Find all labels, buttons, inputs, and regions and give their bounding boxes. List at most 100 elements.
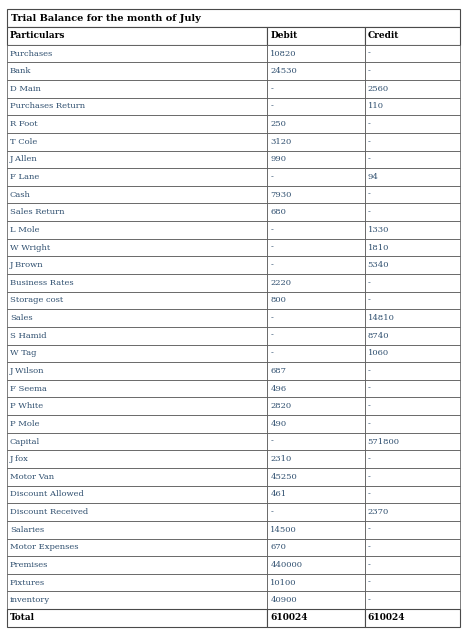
Text: Debit: Debit <box>270 32 297 41</box>
Bar <box>268 292 365 310</box>
Text: -: - <box>368 296 370 304</box>
Text: 10100: 10100 <box>270 579 297 587</box>
Text: 2560: 2560 <box>368 85 389 93</box>
Text: 610024: 610024 <box>270 613 308 622</box>
Text: -: - <box>368 561 370 569</box>
Text: Motor Expenses: Motor Expenses <box>10 543 78 551</box>
Bar <box>365 239 460 256</box>
Text: Discount Allowed: Discount Allowed <box>10 491 84 498</box>
Bar <box>365 274 460 292</box>
Bar <box>268 97 365 115</box>
Text: 14810: 14810 <box>368 314 395 322</box>
Bar <box>365 415 460 433</box>
Bar <box>365 221 460 239</box>
Bar <box>365 292 460 310</box>
Bar <box>365 591 460 609</box>
Text: Fixtures: Fixtures <box>10 579 45 587</box>
Bar <box>365 556 460 573</box>
Bar <box>268 274 365 292</box>
Text: -: - <box>270 103 273 111</box>
Bar <box>7 133 268 151</box>
Bar <box>7 344 268 362</box>
Text: Purchases Return: Purchases Return <box>10 103 85 111</box>
Bar <box>7 521 268 539</box>
Text: Sales Return: Sales Return <box>10 208 64 216</box>
Bar <box>268 344 365 362</box>
Text: 670: 670 <box>270 543 286 551</box>
Text: D Main: D Main <box>10 85 41 93</box>
Text: -: - <box>270 332 273 340</box>
Bar <box>7 591 268 609</box>
Bar <box>365 27 460 45</box>
Text: J fox: J fox <box>10 455 28 463</box>
Text: -: - <box>368 385 370 392</box>
Text: -: - <box>368 67 370 75</box>
Bar <box>365 573 460 591</box>
Bar <box>268 186 365 203</box>
Text: -: - <box>270 508 273 516</box>
Bar <box>365 609 460 627</box>
Text: 1330: 1330 <box>368 226 389 234</box>
Bar <box>268 486 365 503</box>
Bar <box>7 115 268 133</box>
Text: 94: 94 <box>368 173 379 181</box>
Text: 250: 250 <box>270 120 286 128</box>
Text: 610024: 610024 <box>368 613 405 622</box>
Bar <box>7 362 268 380</box>
Text: Trial Balance for the month of July: Trial Balance for the month of July <box>11 14 200 23</box>
Text: 7930: 7930 <box>270 191 292 199</box>
Text: 110: 110 <box>368 103 384 111</box>
Bar <box>268 45 365 63</box>
Bar <box>268 133 365 151</box>
Text: 800: 800 <box>270 296 286 304</box>
Text: 5340: 5340 <box>368 261 389 269</box>
Bar <box>268 310 365 327</box>
Text: 990: 990 <box>270 155 286 163</box>
Text: S Hamid: S Hamid <box>10 332 46 340</box>
Bar <box>365 203 460 221</box>
Bar <box>268 539 365 556</box>
Bar <box>268 380 365 398</box>
Bar <box>268 27 365 45</box>
Text: Motor Van: Motor Van <box>10 473 54 481</box>
Bar <box>365 63 460 80</box>
Text: -: - <box>368 367 370 375</box>
Bar <box>7 415 268 433</box>
Text: F Seema: F Seema <box>10 385 47 392</box>
Text: 1060: 1060 <box>368 349 389 358</box>
Text: -: - <box>368 120 370 128</box>
Bar <box>7 80 268 97</box>
Text: Particulars: Particulars <box>10 32 65 41</box>
Bar <box>365 168 460 186</box>
Bar <box>7 380 268 398</box>
Text: 24530: 24530 <box>270 67 297 75</box>
Bar <box>268 221 365 239</box>
Text: 680: 680 <box>270 208 286 216</box>
Text: 3120: 3120 <box>270 138 291 146</box>
Bar <box>268 398 365 415</box>
Text: Purchases: Purchases <box>10 49 53 58</box>
Text: R Foot: R Foot <box>10 120 37 128</box>
Bar <box>268 415 365 433</box>
Bar <box>268 203 365 221</box>
Bar <box>365 115 460 133</box>
Text: -: - <box>368 543 370 551</box>
Text: -: - <box>270 173 273 181</box>
Text: -: - <box>368 155 370 163</box>
Text: -: - <box>270 349 273 358</box>
Text: W Tag: W Tag <box>10 349 36 358</box>
Text: 687: 687 <box>270 367 286 375</box>
Text: F Lane: F Lane <box>10 173 39 181</box>
Bar <box>365 468 460 486</box>
Text: -: - <box>368 402 370 410</box>
Bar <box>268 591 365 609</box>
Text: W Wright: W Wright <box>10 244 50 251</box>
Bar <box>268 503 365 521</box>
Text: -: - <box>368 473 370 481</box>
Text: 2310: 2310 <box>270 455 291 463</box>
Bar <box>7 9 460 27</box>
Bar <box>365 327 460 344</box>
Bar <box>7 274 268 292</box>
Text: 2370: 2370 <box>368 508 389 516</box>
Text: J Wilson: J Wilson <box>10 367 44 375</box>
